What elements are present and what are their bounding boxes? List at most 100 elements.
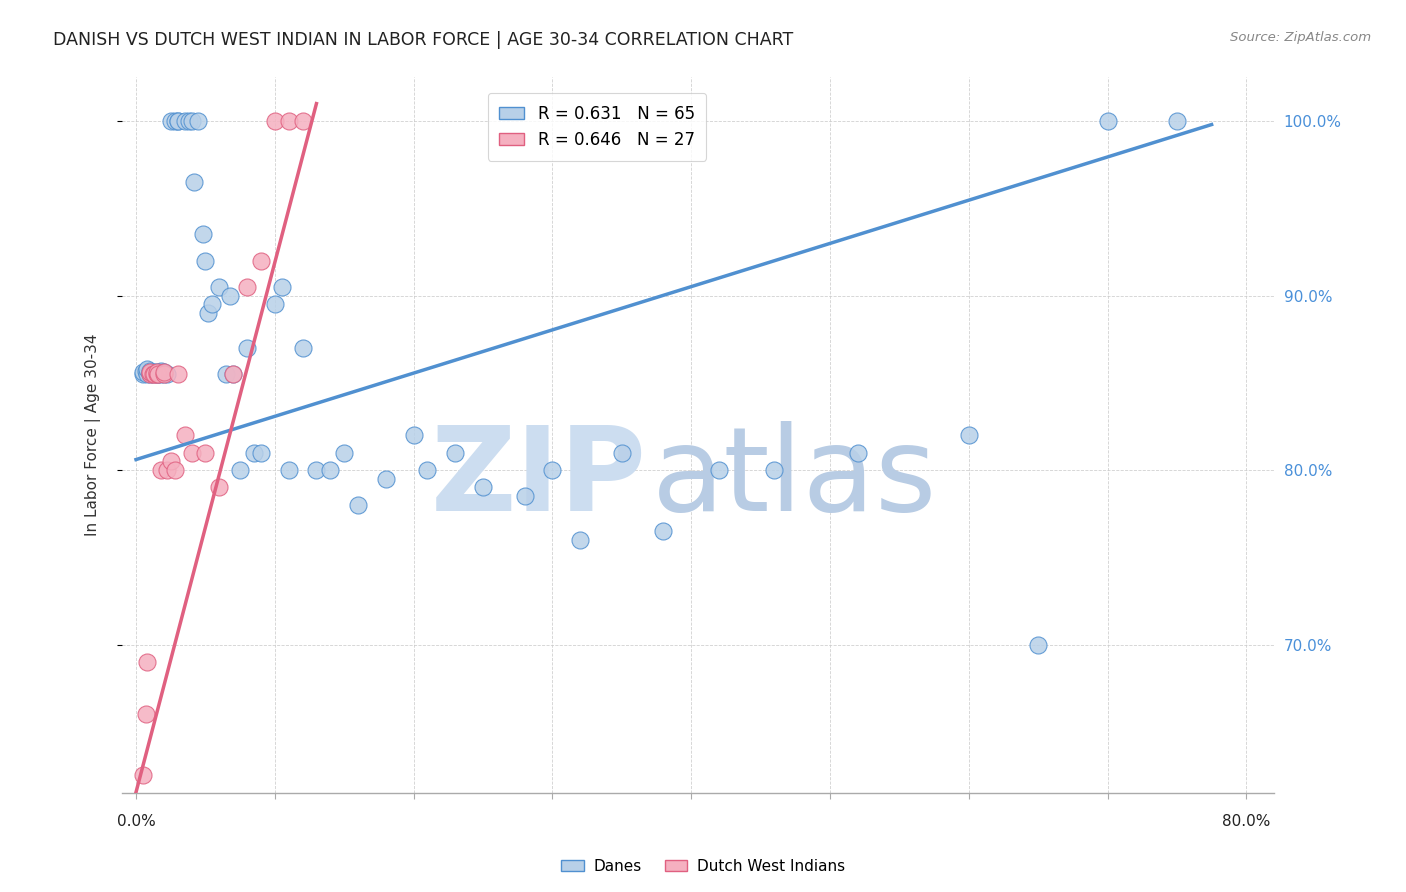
Point: [136, 367, 159, 381]
Point: [263, 297, 285, 311]
Point: [150, 463, 173, 477]
Point: [136, 655, 159, 669]
Point: [163, 114, 186, 128]
Point: [152, 365, 174, 379]
Point: [208, 280, 231, 294]
Point: [1097, 114, 1119, 128]
Point: [402, 428, 425, 442]
Point: [155, 367, 177, 381]
Point: [263, 114, 285, 128]
Point: [173, 114, 195, 128]
Point: [250, 253, 273, 268]
Point: [143, 365, 166, 379]
Point: [222, 367, 245, 381]
Point: [149, 365, 172, 379]
Point: [159, 454, 181, 468]
Point: [136, 361, 159, 376]
Point: [152, 365, 174, 379]
Y-axis label: In Labor Force | Age 30-34: In Labor Force | Age 30-34: [86, 334, 101, 536]
Point: [166, 367, 188, 381]
Point: [194, 445, 217, 459]
Point: [1166, 114, 1188, 128]
Point: [846, 445, 869, 459]
Point: [243, 445, 266, 459]
Point: [180, 114, 202, 128]
Point: [513, 489, 536, 503]
Point: [472, 481, 495, 495]
Point: [159, 114, 181, 128]
Point: [291, 114, 314, 128]
Point: [150, 367, 173, 381]
Point: [444, 445, 467, 459]
Point: [163, 463, 186, 477]
Point: [270, 280, 292, 294]
Point: [201, 297, 224, 311]
Point: [208, 481, 231, 495]
Text: atlas: atlas: [652, 420, 938, 535]
Point: [194, 253, 217, 268]
Text: DANISH VS DUTCH WEST INDIAN IN LABOR FORCE | AGE 30-34 CORRELATION CHART: DANISH VS DUTCH WEST INDIAN IN LABOR FOR…: [53, 31, 793, 49]
Point: [166, 114, 188, 128]
Point: [155, 463, 177, 477]
Point: [152, 367, 174, 381]
Point: [139, 365, 162, 379]
Text: Source: ZipAtlas.com: Source: ZipAtlas.com: [1230, 31, 1371, 45]
Point: [180, 445, 202, 459]
Text: 80.0%: 80.0%: [1222, 814, 1271, 829]
Point: [291, 341, 314, 355]
Point: [319, 463, 342, 477]
Point: [139, 363, 162, 377]
Point: [305, 463, 328, 477]
Point: [166, 114, 188, 128]
Point: [1026, 638, 1049, 652]
Point: [236, 280, 259, 294]
Point: [146, 367, 169, 381]
Point: [250, 445, 273, 459]
Point: [707, 463, 730, 477]
Point: [139, 365, 162, 379]
Point: [143, 367, 166, 381]
Point: [957, 428, 980, 442]
Point: [142, 367, 165, 381]
Point: [152, 367, 174, 381]
Point: [139, 367, 162, 381]
Legend: Danes, Dutch West Indians: Danes, Dutch West Indians: [555, 853, 851, 880]
Point: [347, 498, 370, 512]
Point: [139, 367, 162, 381]
Point: [219, 288, 242, 302]
Text: ZIP: ZIP: [430, 420, 647, 535]
Point: [277, 463, 299, 477]
Point: [146, 365, 169, 379]
Point: [610, 445, 633, 459]
Point: [569, 533, 592, 547]
Point: [177, 114, 200, 128]
Point: [148, 367, 170, 381]
Point: [135, 707, 157, 722]
Text: 0.0%: 0.0%: [117, 814, 156, 829]
Point: [132, 367, 155, 381]
Point: [222, 367, 245, 381]
Point: [541, 463, 564, 477]
Point: [277, 114, 299, 128]
Point: [142, 367, 165, 381]
Point: [236, 341, 259, 355]
Legend: R = 0.631   N = 65, R = 0.646   N = 27: R = 0.631 N = 65, R = 0.646 N = 27: [488, 93, 706, 161]
Point: [135, 363, 157, 377]
Point: [374, 472, 396, 486]
Point: [416, 463, 439, 477]
Point: [229, 463, 252, 477]
Point: [173, 428, 195, 442]
Point: [146, 367, 169, 381]
Point: [150, 363, 173, 377]
Point: [132, 365, 155, 379]
Point: [191, 227, 214, 242]
Point: [333, 445, 356, 459]
Point: [763, 463, 786, 477]
Point: [197, 306, 219, 320]
Point: [187, 114, 209, 128]
Point: [183, 175, 205, 189]
Point: [132, 768, 155, 782]
Point: [146, 365, 169, 379]
Point: [148, 367, 170, 381]
Point: [652, 524, 675, 538]
